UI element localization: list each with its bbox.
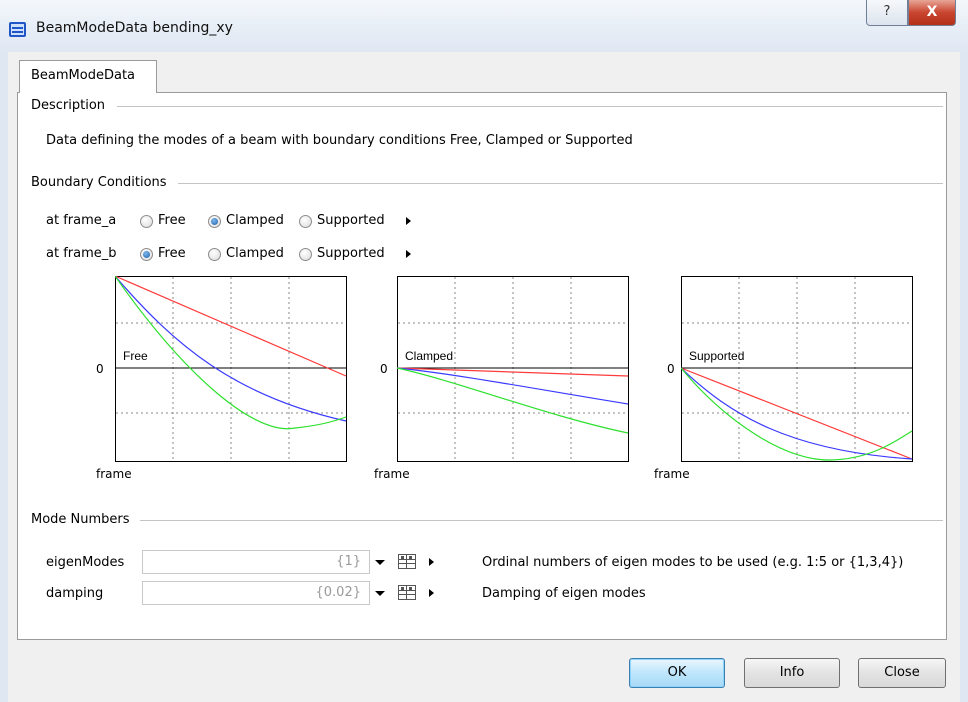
- boundary-divider: [178, 183, 943, 184]
- info-button[interactable]: Info: [744, 658, 840, 688]
- frame-a-supported-radio[interactable]: [299, 215, 312, 228]
- eigenmodes-input[interactable]: {1}: [142, 550, 370, 574]
- plot-clamped-frame-label: frame: [374, 467, 410, 481]
- damping-dropdown-icon[interactable]: [375, 591, 385, 596]
- frame-b-menu-arrow-icon[interactable]: [406, 250, 411, 258]
- frame-a-menu-arrow-icon[interactable]: [406, 217, 411, 225]
- frame-a-clamped-radio[interactable]: [208, 215, 221, 228]
- frame-a-clamped-label[interactable]: Clamped: [226, 213, 284, 228]
- window-close-button[interactable]: X: [908, 0, 956, 26]
- plot-supported-frame-label: frame: [654, 467, 690, 481]
- boundary-group-label: Boundary Conditions: [31, 175, 167, 190]
- plot-supported-title: Supported: [689, 349, 744, 363]
- ok-button[interactable]: OK: [629, 658, 725, 688]
- frame-a-supported-label[interactable]: Supported: [317, 213, 385, 228]
- window-title: BeamModeData bending_xy: [36, 20, 233, 36]
- mode-numbers-group-label: Mode Numbers: [31, 512, 130, 527]
- damping-matrix-editor-icon[interactable]: [398, 585, 416, 600]
- app-icon: [9, 22, 26, 37]
- damping-menu-arrow-icon[interactable]: [429, 589, 434, 597]
- plot-supported-zero-label: 0: [667, 362, 675, 376]
- eigenmodes-dropdown-icon[interactable]: [375, 560, 385, 565]
- plot-clamped-title: Clamped: [405, 349, 453, 363]
- mode-numbers-divider: [140, 520, 943, 521]
- eigenmodes-matrix-editor-icon[interactable]: [398, 554, 416, 569]
- frame-b-clamped-radio[interactable]: [208, 248, 221, 261]
- plot-supported: Supported: [681, 276, 913, 462]
- frame-b-supported-label[interactable]: Supported: [317, 246, 385, 261]
- damping-label: damping: [46, 586, 104, 601]
- title-bar: BeamModeData bending_xy ? X: [0, 0, 968, 52]
- damping-input[interactable]: {0.02}: [142, 581, 370, 605]
- damping-description: Damping of eigen modes: [482, 586, 646, 601]
- description-divider: [117, 106, 943, 107]
- frame-b-free-label[interactable]: Free: [158, 246, 186, 261]
- frame-a-free-label[interactable]: Free: [158, 213, 186, 228]
- frame-b-label: at frame_b: [46, 246, 117, 261]
- tab-beammodedata[interactable]: BeamModeData: [19, 60, 157, 93]
- plot-free-title: Free: [123, 349, 148, 363]
- plot-free: Free: [115, 276, 347, 462]
- plot-clamped: Clamped: [397, 276, 629, 462]
- close-button[interactable]: Close: [858, 658, 946, 688]
- frame-b-supported-radio[interactable]: [299, 248, 312, 261]
- plot-free-frame-label: frame: [96, 467, 132, 481]
- frame-b-free-radio[interactable]: [140, 248, 153, 261]
- frame-a-free-radio[interactable]: [140, 215, 153, 228]
- description-text: Data defining the modes of a beam with b…: [46, 133, 633, 148]
- help-button[interactable]: ?: [866, 0, 908, 26]
- frame-b-clamped-label[interactable]: Clamped: [226, 246, 284, 261]
- plot-free-zero-label: 0: [96, 362, 104, 376]
- description-group-label: Description: [31, 98, 106, 113]
- frame-a-label: at frame_a: [46, 213, 117, 228]
- eigenmodes-description: Ordinal numbers of eigen modes to be use…: [482, 555, 904, 570]
- plot-clamped-zero-label: 0: [380, 362, 388, 376]
- eigenmodes-menu-arrow-icon[interactable]: [429, 558, 434, 566]
- eigenmodes-label: eigenModes: [46, 555, 125, 570]
